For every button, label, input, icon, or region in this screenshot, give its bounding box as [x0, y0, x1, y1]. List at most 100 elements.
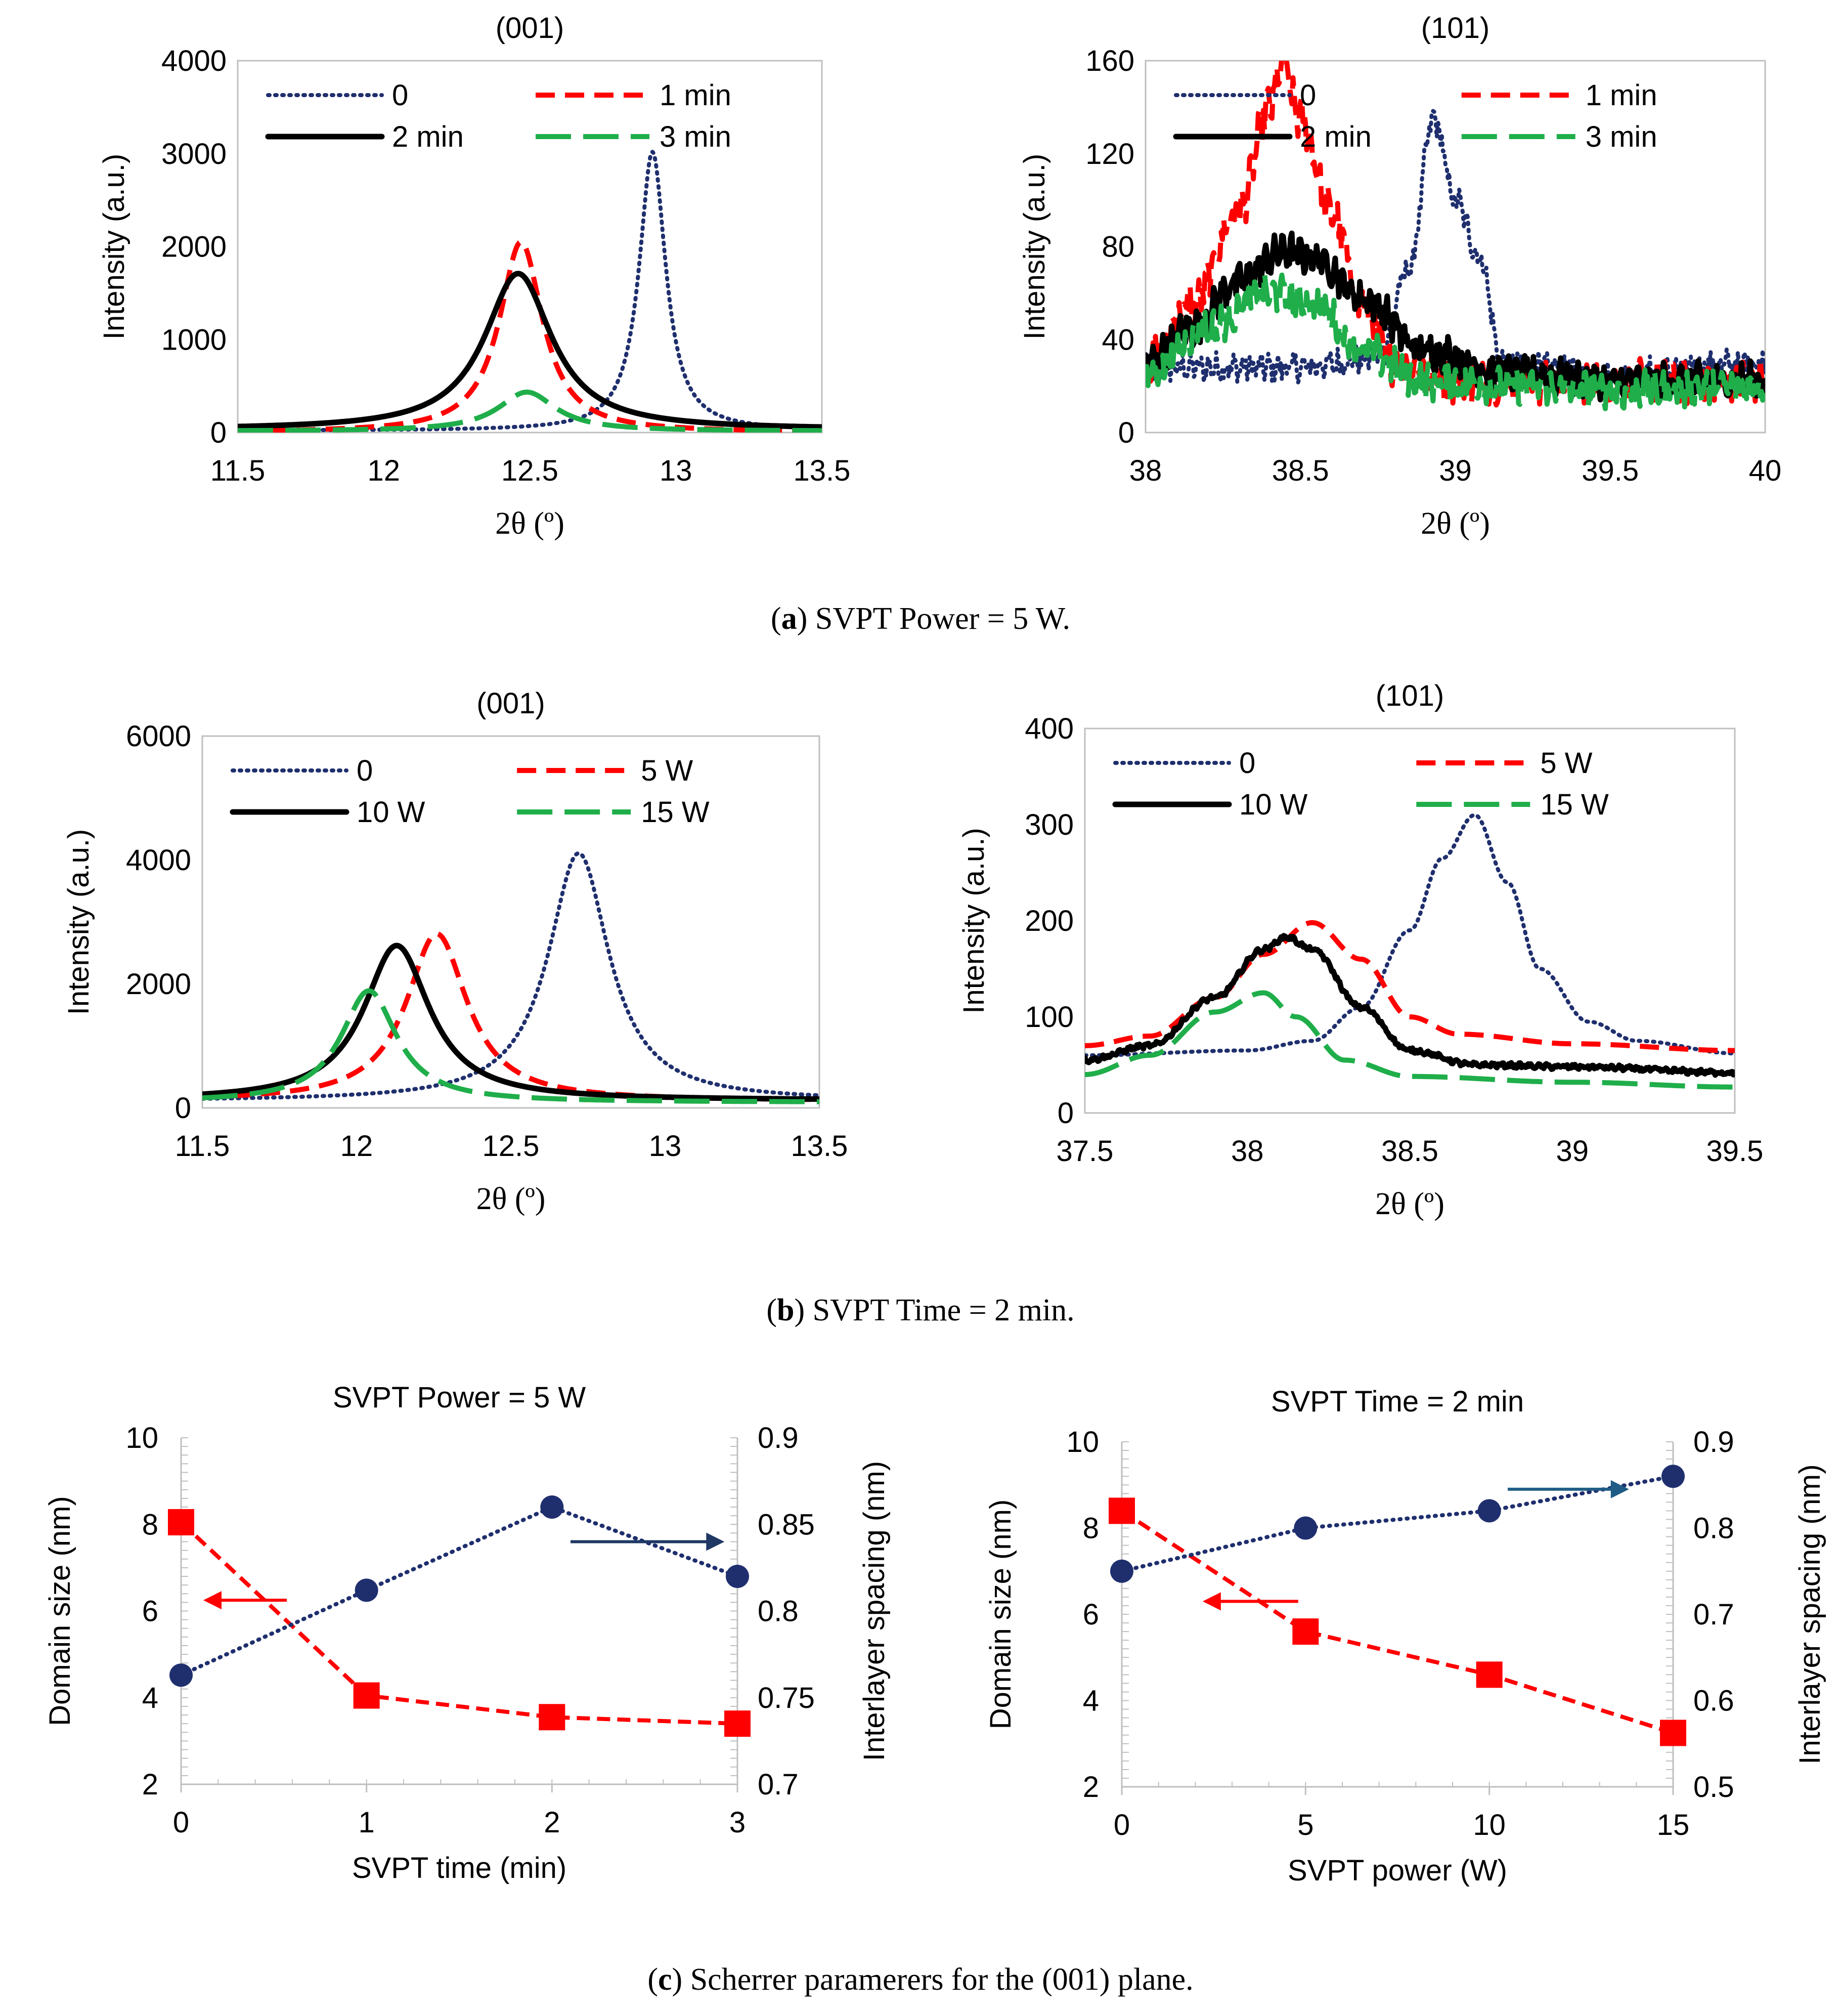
right-tick-label: 0.5 — [1693, 1771, 1734, 1804]
y-axis-label: Intensity (a.u.) — [98, 154, 130, 339]
x-tick-label: 1 — [359, 1806, 375, 1839]
x-tick-label: 38 — [1231, 1135, 1264, 1168]
legend-label-s0: 0 — [392, 79, 408, 112]
y-axis-label: Intensity (a.u.) — [1018, 154, 1051, 339]
left-axis-label: Domain size (nm) — [43, 1496, 76, 1726]
series-line-15-W — [1085, 990, 1735, 1090]
caption-a: (a) SVPT Power = 5 W. — [771, 602, 1070, 636]
series-group — [1085, 813, 1735, 1090]
legend-label-s2: 10 W — [357, 796, 425, 829]
y-tick-label: 2000 — [161, 231, 227, 264]
domain-size-marker — [1476, 1661, 1503, 1688]
domain-size-marker — [724, 1710, 751, 1737]
x-tick-label: 15 — [1657, 1809, 1690, 1841]
legend: 0 1 min 2 min 3 min — [1173, 79, 1657, 153]
domain-size-marker — [1660, 1720, 1686, 1746]
interlayer-spacing-marker — [726, 1565, 749, 1588]
chart-title: SVPT Time = 2 min — [1271, 1385, 1524, 1418]
x-tick-label: 11.5 — [210, 454, 266, 487]
legend: 0 5 W 10 W 15 W — [230, 754, 710, 829]
right-tick-label: 0.85 — [758, 1508, 815, 1541]
y-tick-label: 0 — [210, 416, 227, 449]
y-tick-label: 80 — [1102, 231, 1134, 264]
right-tick-label: 0.75 — [758, 1682, 815, 1714]
interlayer-spacing-marker — [540, 1495, 564, 1519]
left-tick-label: 4 — [1083, 1685, 1099, 1718]
caption-a-text: SVPT Power = 5 W. — [815, 602, 1070, 636]
series-line-5-W — [202, 931, 819, 1102]
series-line-10-W — [202, 942, 819, 1102]
x-tick-label: 38.5 — [1272, 454, 1329, 487]
x-tick-label: 12 — [367, 454, 400, 487]
left-tick-label: 10 — [125, 1422, 158, 1454]
chart-title: (101) — [1376, 679, 1444, 712]
x-tick-label: 12.5 — [501, 454, 558, 487]
chart-b2: (101) 37.5 38 38.5 39 39.5 0 100 200 300 400 2θ (º)… — [957, 679, 1763, 1221]
right-tick-label: 0.9 — [758, 1422, 799, 1454]
legend-label-s3: 15 W — [641, 796, 710, 829]
x-tick-label: 11.5 — [175, 1130, 230, 1163]
caption-a-letter: a — [781, 602, 797, 636]
chart-b1: (001) 11.5 12 12.5 13 13.5 0 2000 4000 6000 2θ (º)… — [62, 687, 848, 1216]
y-tick-label: 300 — [1025, 808, 1074, 841]
caption-c-letter: c — [658, 1962, 672, 1997]
series-line-15-W — [202, 988, 819, 1104]
series-line-3-min — [1146, 270, 1765, 411]
y-axis-label: Intensity (a.u.) — [957, 828, 990, 1013]
left-tick-label: 4 — [142, 1682, 158, 1714]
plot-area-frame — [201, 735, 820, 1109]
legend-label-s1: 5 W — [1540, 747, 1592, 780]
series-line-domain-size — [180, 1521, 738, 1726]
chart-title: (001) — [496, 12, 564, 45]
y-tick-label: 4000 — [161, 45, 227, 77]
caption-c: (c) Scherrer paramerers for the (001) pl… — [647, 1962, 1194, 1997]
x-tick-label: 39 — [1439, 454, 1472, 487]
interlayer-spacing-marker — [355, 1578, 378, 1602]
x-tick-label: 10 — [1473, 1809, 1506, 1841]
caption-b-letter: b — [777, 1293, 795, 1327]
y-tick-label: 6000 — [126, 720, 191, 753]
y-tick-label: 3000 — [161, 138, 227, 170]
y-tick-label: 0 — [175, 1092, 191, 1125]
domain-size-marker — [539, 1704, 565, 1731]
domain-size-marker — [168, 1509, 194, 1535]
left-tick-label: 6 — [1083, 1598, 1099, 1631]
interlayer-spacing-marker — [169, 1663, 193, 1687]
x-tick-label: 13.5 — [794, 454, 851, 487]
axis-arrow-right-head — [706, 1532, 725, 1551]
x-axis-label: SVPT power (W) — [1288, 1854, 1507, 1887]
chart-title: (001) — [476, 687, 545, 720]
legend: 0 1 min 2 min 3 min — [265, 79, 731, 153]
domain-size-marker — [353, 1682, 380, 1709]
right-tick-label: 0.7 — [1693, 1598, 1734, 1631]
legend-label-s0: 0 — [1239, 747, 1255, 780]
left-tick-label: 6 — [142, 1595, 158, 1628]
y-tick-label: 2000 — [126, 968, 191, 1001]
x-tick-label: 13 — [660, 454, 692, 487]
y-tick-label: 400 — [1025, 712, 1074, 745]
domain-size-marker — [1109, 1497, 1135, 1524]
y-tick-label: 40 — [1102, 323, 1134, 356]
x-tick-label: 38 — [1129, 454, 1162, 487]
x-tick-label: 39.5 — [1706, 1135, 1764, 1168]
caption-b-text: SVPT Time = 2 min. — [812, 1293, 1075, 1327]
right-tick-label: 0.8 — [758, 1595, 799, 1628]
x-tick-label: 2 — [544, 1806, 560, 1839]
plot-area-frame — [237, 60, 823, 434]
x-axis-label: 2θ (º) — [1375, 1187, 1444, 1221]
series-line-0 — [1085, 813, 1735, 1057]
y-axis-label: Intensity (a.u.) — [62, 829, 95, 1015]
series-group — [202, 851, 819, 1104]
left-tick-label: 10 — [1066, 1426, 1099, 1459]
x-tick-label: 0 — [173, 1806, 189, 1839]
x-tick-label: 13.5 — [791, 1130, 848, 1163]
chart-a2: (101) 38 38.5 39 39.5 40 0 40 80 120 160 2θ (º) Inte… — [1018, 12, 1781, 541]
plot-area-frame — [1084, 727, 1736, 1114]
legend-label-s2: 10 W — [1239, 788, 1308, 821]
interlayer-spacing-marker — [1477, 1499, 1501, 1523]
series-line-1-min — [238, 239, 822, 433]
caption-c-text: Scherrer paramerers for the (001) plane. — [690, 1962, 1194, 1997]
series-line-10-W — [1085, 933, 1735, 1078]
left-tick-label: 8 — [142, 1508, 158, 1541]
